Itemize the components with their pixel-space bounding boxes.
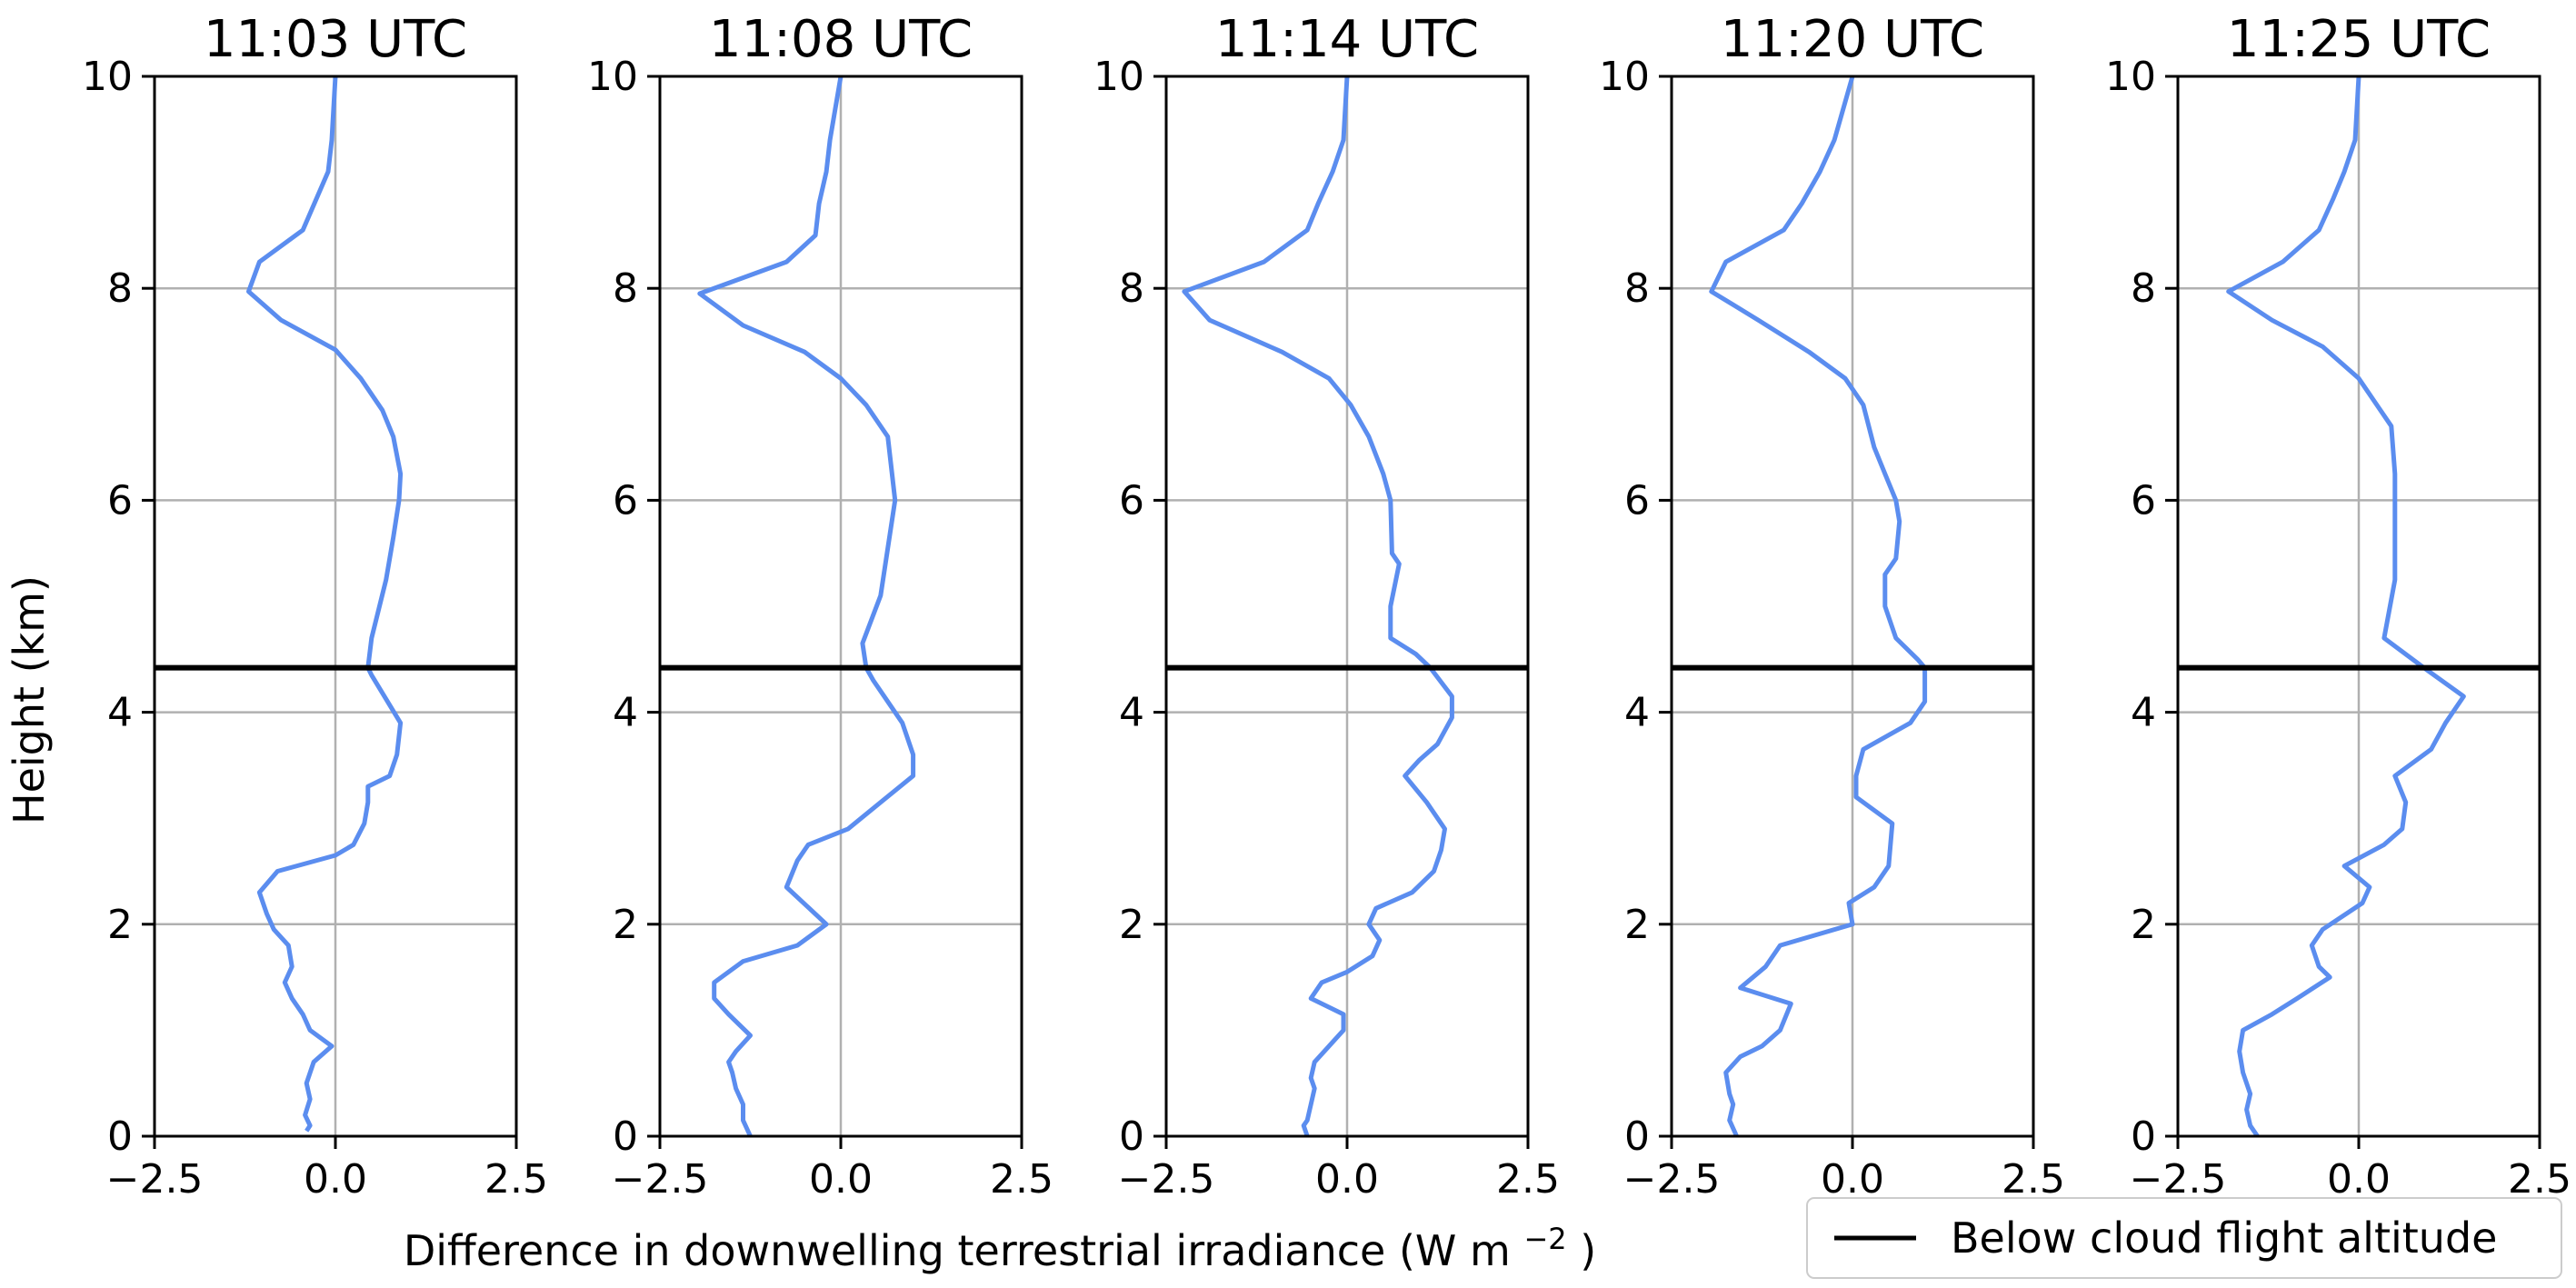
y-tick-label: 8 [1119,265,1144,312]
panel-3: 0 2 4 6 8 10 −2.5 0.0 2.5 11:14 UTC [1093,10,1560,1203]
x-axis-label-main: Difference in downwelling terrestrial ir… [404,1226,1511,1275]
x-tick-label: 0.0 [2327,1156,2391,1203]
x-tick-label: −2.5 [1623,1156,1721,1203]
y-tick-label: 4 [107,690,133,736]
irradiance-profile-line [1709,75,1928,1138]
y-tick-label: 6 [2131,477,2156,524]
irradiance-profile-line [1182,75,1454,1137]
x-tick-label: 0.0 [1315,1156,1379,1203]
y-tick-label: 2 [613,902,638,948]
y-tick-label: 2 [1119,902,1144,948]
panel-title: 11:25 UTC [2227,10,2491,69]
panel-title: 11:03 UTC [204,10,467,69]
irradiance-profile-line [246,75,404,1133]
x-tick-label: 2.5 [990,1156,1053,1203]
y-tick-label: 6 [613,477,638,524]
y-tick-label: 0 [613,1113,638,1160]
y-tick-label: 0 [1624,1113,1650,1160]
x-tick-label: 2.5 [484,1156,548,1203]
y-tick-label: 8 [107,265,133,312]
x-tick-label: 0.0 [1821,1156,1884,1203]
x-tick-label: 0.0 [809,1156,873,1203]
y-tick-label: 0 [2131,1113,2156,1160]
y-tick-label: 2 [107,902,133,948]
irradiance-profile-line [2226,75,2466,1138]
y-tick-label: 8 [1624,265,1650,312]
y-tick-label: 10 [587,54,638,100]
panels: 0 2 4 6 8 10 −2.5 0.0 2.5 11:03 UTC 0 2 4 6 8 10 −2.5 0.0… [82,10,2571,1203]
x-axis-label: Difference in downwelling terrestrial ir… [404,1210,1596,1275]
y-tick-label: 8 [613,265,638,312]
x-axis-label-close: ) [1580,1226,1596,1275]
panel-5: 0 2 4 6 8 10 −2.5 0.0 2.5 11:25 UTC [2105,10,2571,1203]
y-tick-label: 2 [1624,902,1650,948]
x-tick-label: −2.5 [612,1156,709,1203]
legend: Below cloud flight altitude [1806,1197,2562,1279]
y-tick-label: 10 [1599,54,1650,100]
panel-4: 0 2 4 6 8 10 −2.5 0.0 2.5 11:20 UTC [1599,10,2065,1203]
y-tick-label: 8 [2131,265,2156,312]
y-tick-label: 4 [1624,690,1650,736]
y-tick-label: 4 [2131,690,2156,736]
panel-title: 11:08 UTC [709,10,973,69]
y-tick-label: 10 [2105,54,2156,100]
x-tick-label: 2.5 [2002,1156,2065,1203]
panel-title: 11:14 UTC [1215,10,1479,69]
irradiance-profile-line [697,75,916,1138]
y-tick-label: 10 [1093,54,1144,100]
x-tick-label: −2.5 [1118,1156,1215,1203]
y-tick-label: 2 [2131,902,2156,948]
panel-1: 0 2 4 6 8 10 −2.5 0.0 2.5 11:03 UTC [82,10,548,1203]
y-tick-label: 6 [1624,477,1650,524]
legend-label: Below cloud flight altitude [1951,1213,2497,1263]
y-tick-label: 0 [1119,1113,1144,1160]
y-tick-label: 0 [107,1113,133,1160]
x-tick-label: −2.5 [106,1156,204,1203]
panel-2: 0 2 4 6 8 10 −2.5 0.0 2.5 11:08 UTC [587,10,1053,1203]
x-tick-label: 2.5 [2508,1156,2571,1203]
x-tick-label: 2.5 [1496,1156,1560,1203]
y-tick-label: 6 [107,477,133,524]
x-tick-label: 0.0 [304,1156,367,1203]
y-axis-label: Height (km) [5,575,54,824]
x-axis-label-superscript: −2 [1523,1222,1566,1256]
y-tick-label: 4 [1119,690,1144,736]
y-tick-label: 10 [82,54,133,100]
x-tick-label: −2.5 [2130,1156,2227,1203]
y-tick-label: 4 [613,690,638,736]
panel-title: 11:20 UTC [1721,10,1984,69]
y-tick-label: 6 [1119,477,1144,524]
legend-box [1806,1197,2562,1279]
